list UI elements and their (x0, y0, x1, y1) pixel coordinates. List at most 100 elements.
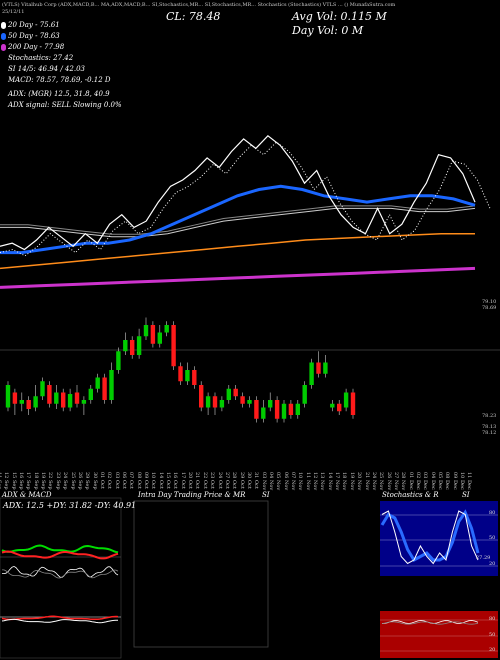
intraday-panel-si: SI (262, 491, 270, 499)
candle-body (247, 400, 252, 404)
stoch-current-value: 27.29 (476, 555, 491, 561)
adx-signal-line (2, 569, 119, 579)
candle-body (150, 325, 156, 344)
avg-vol-label: Avg Vol: 0.115 M (292, 10, 387, 23)
candle-body (337, 403, 342, 412)
legend-swatch-ma200 (1, 44, 6, 51)
candle-body (240, 396, 245, 404)
candle-body (109, 370, 114, 400)
mrsi-level-20: 20 (489, 647, 496, 653)
intraday-panel-title: Intra Day Trading Price & MR (138, 491, 246, 499)
stoch-level-80: 80 (489, 510, 496, 516)
candle-body (95, 377, 100, 389)
legend-adx-signal: ADX signal: SELL Slowing 0.0% (8, 101, 122, 109)
price-chart (0, 134, 500, 423)
candle-body (5, 385, 11, 408)
candle-body (343, 392, 349, 408)
intraday-panel-frame (133, 500, 269, 648)
stoch-panel-title: Stochastics & R (382, 491, 439, 499)
adx-panel-title: ADX & MACD (2, 491, 52, 499)
mrsi-signal-line (381, 621, 479, 625)
header-ticker-line: (VTLS) Vitalhub Corp (ADX,MACD,B... MA,A… (2, 2, 396, 8)
candle-body (212, 396, 218, 408)
legend-swatch-ma20 (1, 22, 6, 29)
ma-long-line (0, 266, 476, 289)
candle-body (178, 366, 183, 382)
legend-adx: ADX: (MGR) 12.5, 31.8, 40.9 (8, 90, 110, 98)
candle-body (219, 400, 225, 408)
candle-body (19, 400, 24, 404)
candle-body (116, 351, 121, 370)
macd-signal-line (1, 618, 119, 624)
ma20-line (0, 134, 476, 251)
candle-body (164, 325, 169, 333)
candle-body (74, 392, 80, 404)
legend-ma200: 200 Day - 77.98 (1, 42, 65, 53)
candle-body (185, 370, 190, 382)
candle-body (254, 400, 259, 419)
candle-body (33, 396, 38, 408)
candle-body (143, 325, 149, 337)
mrsi-level-80: 80 (489, 616, 496, 622)
ma100-upper-line (0, 205, 476, 235)
candle-body (123, 340, 128, 352)
macd-line (1, 615, 119, 621)
candle-body (136, 336, 142, 355)
price-axis-bottom-2: 78.13 (482, 424, 497, 430)
day-vol-label: Day Vol: 0 M (292, 24, 364, 37)
stoch-panel-si: SI (462, 491, 470, 499)
candle-body (192, 370, 197, 385)
candle-body (102, 377, 107, 400)
legend-stoch: Stochastics: 27.42 (8, 54, 74, 62)
candle-body (88, 388, 93, 400)
price-axis-bottom-1: 78.23 (482, 413, 497, 419)
stoch-k-line (381, 510, 479, 565)
candle-body (54, 392, 59, 404)
ma50-line (0, 184, 476, 255)
adx-line (2, 565, 119, 578)
candle-body (130, 340, 135, 355)
candle-body (47, 385, 52, 404)
candle-body (288, 403, 294, 415)
price-axis-top-1: 79.10 (482, 299, 497, 305)
candle-body (302, 385, 307, 404)
mrsi-panel-bg (380, 611, 498, 658)
candle-body (157, 332, 162, 344)
plus-di-line (1, 544, 119, 554)
legend-ma200-text: 200 Day - 77.98 (8, 43, 65, 51)
stoch-level-50: 50 (489, 535, 496, 541)
ma200-line (0, 232, 475, 270)
ma100-line (0, 207, 476, 238)
mrsi-level-50: 50 (489, 632, 496, 638)
close-label: CL: 78.48 (166, 10, 221, 23)
candle-body (205, 396, 211, 408)
stoch-d-line (380, 509, 480, 563)
legend-ma50: 50 Day - 78.63 (1, 31, 60, 42)
candle-body (199, 385, 204, 408)
header-date: 25/12/11 (2, 9, 25, 15)
candle-body (330, 403, 335, 408)
legend-ma20: 20 Day - 75.61 (1, 20, 60, 31)
candle-body (81, 400, 87, 404)
candle-body (309, 362, 314, 385)
price-axis-bottom-3: 78.12 (482, 430, 497, 436)
candle-body (281, 403, 287, 419)
legend-macd: MACD: 78.57, 78.69, -0.12 D (8, 76, 111, 84)
candle-body (323, 362, 328, 374)
candle-body (295, 403, 300, 415)
price-axis-top-2: 78.69 (482, 305, 497, 311)
candle-body (274, 400, 280, 419)
legend-swatch-ma50 (1, 33, 6, 40)
stoch-panel-bg (380, 501, 498, 576)
candle-body (26, 400, 31, 409)
candle-body (233, 388, 238, 397)
candle-body (226, 388, 231, 400)
ma20-dotted-line (0, 141, 491, 257)
candle-body (12, 392, 18, 404)
candle-body (316, 362, 321, 374)
minus-di-line (1, 550, 119, 560)
adx-panel-frame (0, 497, 122, 659)
candle-body (261, 407, 266, 419)
